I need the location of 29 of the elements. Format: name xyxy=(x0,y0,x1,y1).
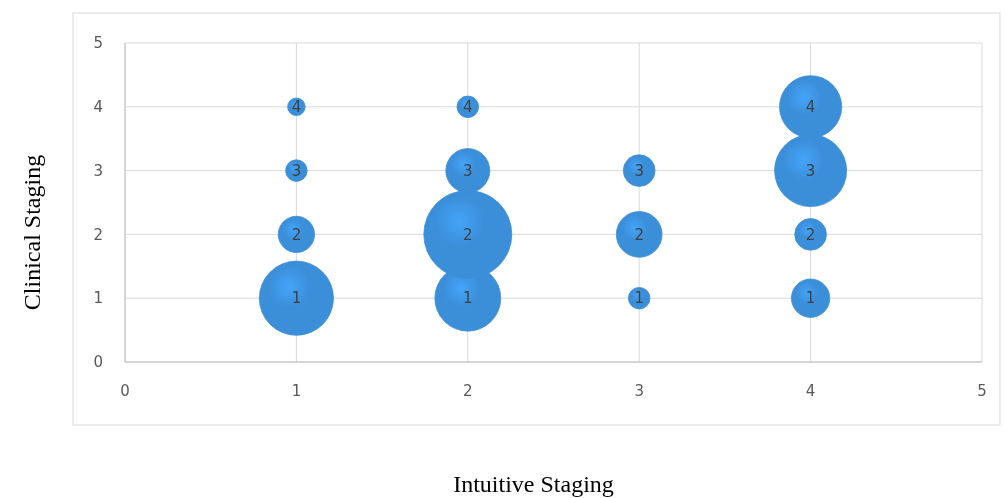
data-label: 1 xyxy=(291,289,302,308)
x-tick-label: 5 xyxy=(977,382,987,400)
data-label: 2 xyxy=(805,225,816,244)
data-label: 1 xyxy=(463,289,473,308)
x-tick-label: 2 xyxy=(463,382,473,400)
y-tick-label: 4 xyxy=(93,98,103,117)
data-label: 3 xyxy=(805,161,816,180)
data-label: 4 xyxy=(463,98,473,117)
y-tick-label: 5 xyxy=(93,34,103,53)
y-tick-label: 3 xyxy=(93,161,103,180)
data-label: 1 xyxy=(634,289,644,308)
data-label: 1 xyxy=(805,289,816,308)
data-label: 3 xyxy=(291,161,302,180)
data-label: 2 xyxy=(463,225,473,244)
data-label: 2 xyxy=(634,225,644,244)
x-tick-label: 1 xyxy=(291,382,302,400)
x-tick-label: 4 xyxy=(805,382,816,400)
y-tick-label: 0 xyxy=(93,353,103,372)
x-tick-label: 0 xyxy=(120,382,130,400)
data-label: 2 xyxy=(291,225,302,244)
y-axis-title: Clinical Staging xyxy=(19,154,45,311)
y-tick-label: 1 xyxy=(93,289,103,308)
x-axis-title: Intuitive Staging xyxy=(453,471,614,497)
data-label: 4 xyxy=(805,98,816,117)
data-label: 3 xyxy=(463,161,473,180)
data-label: 4 xyxy=(291,98,302,117)
data-label: 3 xyxy=(634,161,644,180)
x-tick-label: 3 xyxy=(634,382,644,400)
y-tick-label: 2 xyxy=(93,225,103,244)
